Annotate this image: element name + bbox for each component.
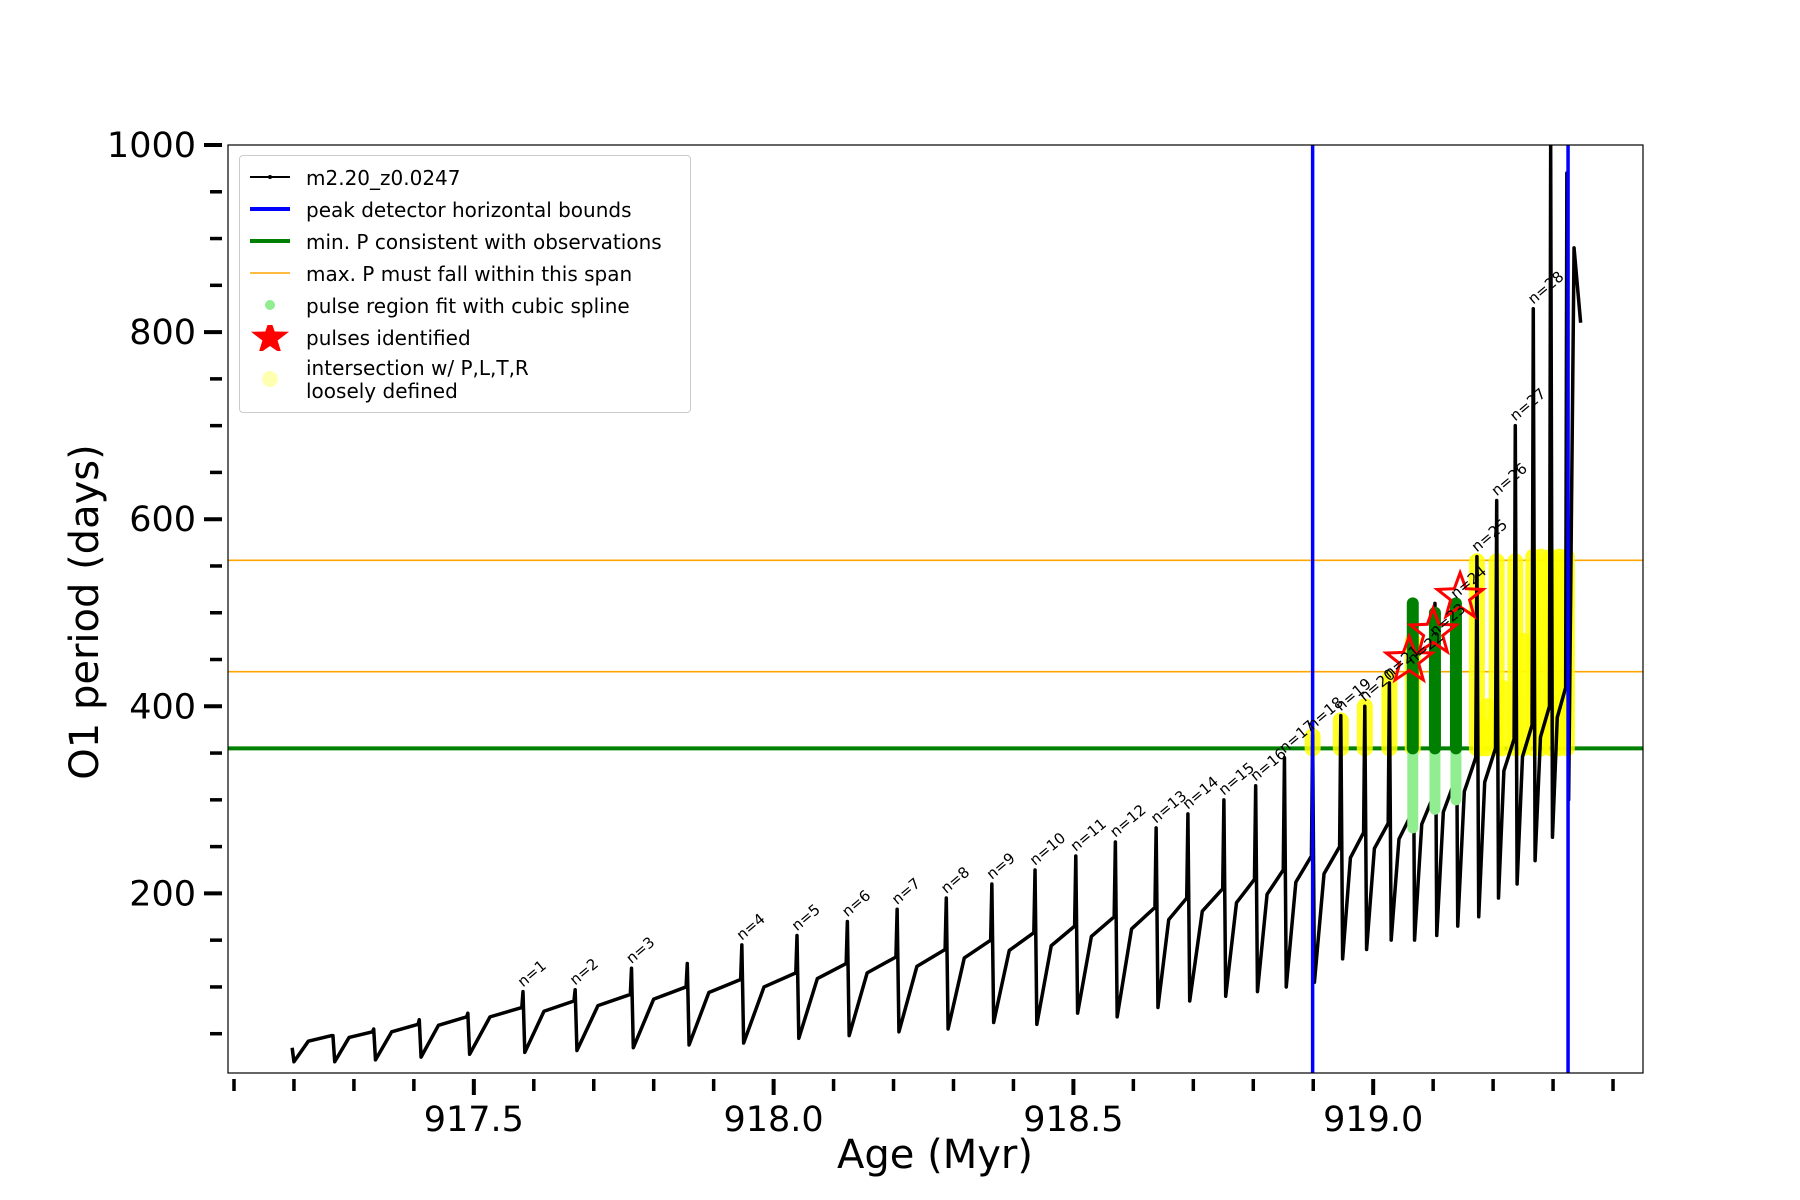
x-tick-label: 918.5 [1023,1100,1123,1140]
x-tick-label: 919.0 [1323,1100,1423,1140]
legend-item: m2.20_z0.0247 [240,162,690,194]
legend-handle [250,175,290,179]
plot-area [228,145,1643,1073]
legend-item: pulse region fit with cubic spline [240,290,690,322]
pulse-star [1382,632,1437,684]
annotation: n=9 [983,849,1019,883]
axes-frame [227,144,1644,1074]
annotation: n=25 [1468,515,1511,555]
annotation: n=4 [733,910,769,944]
x-axis-label: Age (Myr) [837,1132,1033,1178]
annotation: n=1 [514,957,550,991]
annotation: n=27 [1506,384,1549,424]
annotation: n=12 [1106,801,1149,841]
legend-item: peak detector horizontal bounds [240,194,690,226]
legend-label: intersection w/ P,L,T,R loosely defined [306,356,529,403]
y-tick-label: 200 [129,874,196,914]
series-line [290,145,1583,1064]
legend-label: max. P must fall within this span [306,261,633,286]
legend-label: pulses identified [306,325,471,350]
y-tick-label: 600 [129,500,196,540]
legend-label: m2.20_z0.0247 [306,165,461,190]
annotation: n=26 [1488,459,1531,499]
annotation: n=6 [838,886,874,920]
legend-handle [250,207,290,211]
legend-label: peak detector horizontal bounds [306,197,632,222]
legend-label: pulse region fit with cubic spline [306,293,630,318]
x-tick-label: 917.5 [424,1100,524,1140]
legend-handle [250,239,290,243]
annotation: n=2 [566,955,602,989]
annotation: n=11 [1067,815,1110,855]
legend-handle [250,272,290,274]
annotation: n=14 [1179,773,1222,813]
annotation: n=15 [1215,759,1258,799]
annotation: n=10 [1026,829,1069,869]
annotation: n=5 [788,900,824,934]
annotation: n=3 [623,933,659,967]
legend-item: max. P must fall within this span [240,258,690,290]
legend-item: pulses identified [240,322,690,354]
y-tick-label: 1000 [107,126,196,166]
y-tick-label: 400 [129,687,196,727]
x-tick-label: 918.0 [724,1100,824,1140]
legend-item: min. P consistent with observations [240,226,690,258]
legend-item: intersection w/ P,L,T,R loosely defined [240,354,690,406]
annotation: n=28 [1524,268,1567,308]
legend-handle [262,371,278,387]
legend-handle [265,300,275,310]
y-axis-label: O1 period (days) [62,444,108,779]
annotation: n=7 [888,874,924,908]
annotation: n=8 [937,863,973,897]
pulse-star [1406,604,1461,656]
legend-handle [251,325,289,351]
y-tick-label: 800 [129,313,196,353]
legend-label: min. P consistent with observations [306,229,662,254]
annotation: n=13 [1147,787,1190,827]
pulse-star [1433,568,1488,620]
